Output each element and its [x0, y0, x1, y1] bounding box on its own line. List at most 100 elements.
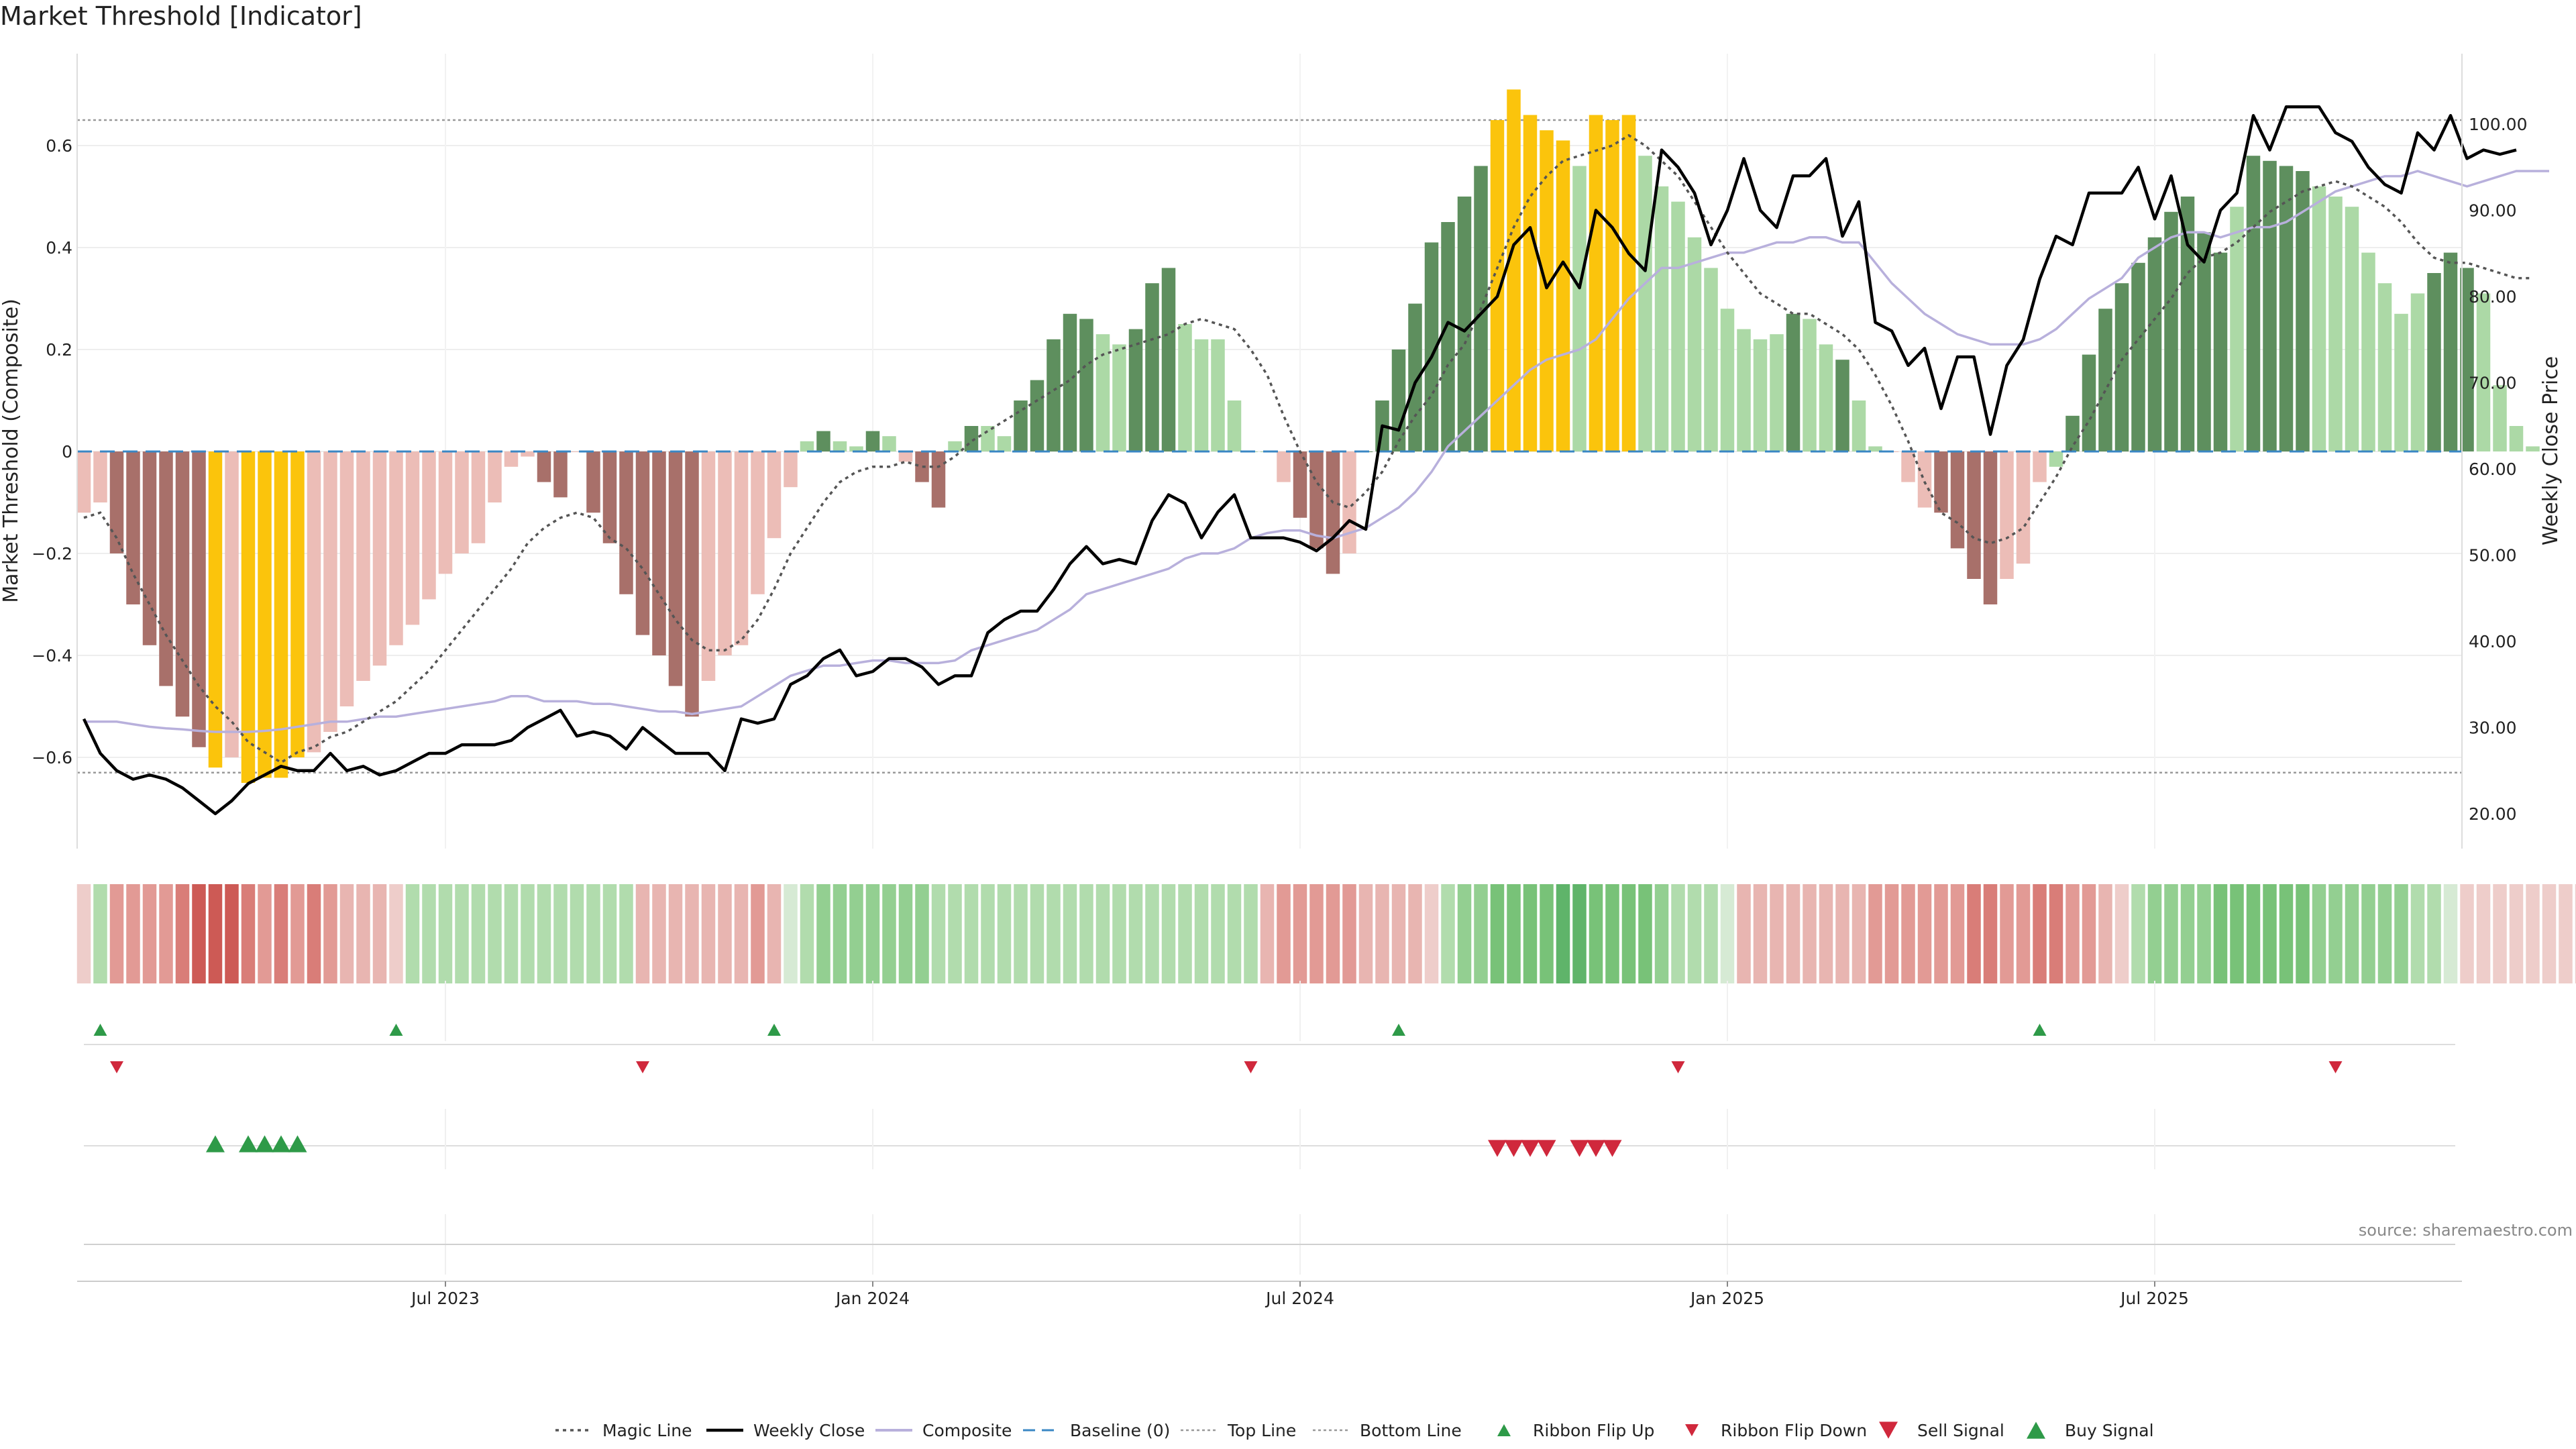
composite-bar [2147, 237, 2162, 451]
legend-label: Weekly Close [753, 1421, 865, 1440]
legend-label: Sell Signal [1917, 1421, 2004, 1440]
ribbon-cell [1375, 884, 1389, 983]
composite-bar [159, 451, 173, 686]
composite-bar [1737, 329, 1751, 451]
ribbon-cell [2575, 884, 2576, 983]
composite-bar [2394, 313, 2408, 451]
ribbon-cell [2361, 884, 2375, 983]
sell-signal-marker [1603, 1140, 1622, 1157]
composite-bar [471, 451, 486, 543]
x-tick-label: Jan 2025 [1689, 1289, 1764, 1308]
composite-bar [981, 426, 995, 451]
composite-bar [570, 451, 584, 452]
ribbon-cell [1391, 884, 1406, 983]
ribbon-cell [2460, 884, 2474, 983]
composite-bar [1917, 451, 1932, 508]
legend-label: Top Line [1227, 1421, 1296, 1440]
x-tick-label: Jan 2024 [835, 1289, 910, 1308]
ribbon-cell [521, 884, 535, 983]
ribbon-cell [1786, 884, 1801, 983]
composite-bar [438, 451, 453, 574]
ribbon-cell [109, 884, 124, 983]
composite-bar [931, 451, 946, 508]
composite-bar [1161, 268, 1176, 451]
composite-bar [1540, 130, 1554, 451]
composite-bar [1095, 334, 1110, 451]
composite-bar [1687, 237, 1702, 451]
composite-bar [192, 451, 206, 747]
buy-signal-marker [272, 1135, 290, 1152]
ribbon-flip-down-marker [2328, 1061, 2343, 1073]
ribbon-cell [784, 884, 798, 983]
composite-bar [1654, 186, 1669, 451]
composite-bar [816, 431, 830, 451]
composite-bar [553, 451, 568, 498]
ribbon-flip-up-marker [389, 1024, 403, 1036]
ribbon-cell [2098, 884, 2112, 983]
sell-signal-marker [1570, 1140, 1589, 1157]
ribbon-cell [1654, 884, 1669, 983]
composite-bar [1671, 201, 1685, 451]
ribbon-cell [274, 884, 288, 983]
ribbon-cell [1770, 884, 1784, 983]
ribbon-cell [1408, 884, 1422, 983]
composite-bar [1589, 115, 1603, 451]
ribbon-cell [1572, 884, 1587, 983]
composite-bar [685, 451, 699, 717]
composite-bar [2427, 273, 2441, 451]
ribbon-cell [1014, 884, 1028, 983]
composite-bar [652, 451, 666, 655]
composite-bar [2345, 207, 2359, 451]
composite-bar [76, 451, 91, 513]
sell-signal-marker [1504, 1140, 1523, 1157]
legend-swatch-up-triangle [1497, 1424, 1511, 1436]
composite-bar [898, 451, 913, 462]
ribbon-cell [2000, 884, 2014, 983]
ribbon-cell [2328, 884, 2343, 983]
composite-bar [784, 451, 798, 488]
ribbon-cell [290, 884, 305, 983]
composite-bar [2065, 415, 2080, 451]
composite-bar [521, 451, 535, 457]
composite-bar [109, 451, 124, 553]
legend-label: Composite [922, 1421, 1012, 1440]
legend: Magic Line Weekly Close Composite Baseline … [555, 1421, 2154, 1440]
ribbon-cell [1244, 884, 1258, 983]
ribbon-cell [241, 884, 256, 983]
y-left-axis-label: Market Threshold (Composite) [0, 299, 23, 603]
composite-bar [997, 436, 1012, 451]
composite-bar [1720, 309, 1735, 451]
ribbon-cell [865, 884, 880, 983]
composite-bar [1079, 319, 1093, 451]
composite-bar [1128, 329, 1143, 451]
ribbon-cell [1227, 884, 1242, 983]
ribbon-cell [1737, 884, 1751, 983]
ribbon-cell [1441, 884, 1455, 983]
composite-bar [849, 446, 863, 451]
ribbon-cell [1884, 884, 1899, 983]
ribbon-cell [619, 884, 633, 983]
ribbon-cell [800, 884, 814, 983]
y-left-tick-label: 0 [62, 442, 72, 462]
y-left-tick-label: 0.2 [46, 340, 72, 360]
buy-signal-marker [255, 1135, 274, 1152]
ribbon-cell [553, 884, 568, 983]
ribbon-flip-down-marker [1671, 1061, 1685, 1073]
ribbon-cell [1128, 884, 1143, 983]
ribbon-cell [931, 884, 946, 983]
ribbon-cell [2114, 884, 2129, 983]
ribbon-cell [948, 884, 962, 983]
legend-label: Ribbon Flip Down [1721, 1421, 1867, 1440]
ribbon-cell [1638, 884, 1652, 983]
composite-bar [1112, 344, 1126, 451]
ribbon-cell [1326, 884, 1340, 983]
ribbon-cell [2147, 884, 2162, 983]
ribbon-cell [2016, 884, 2031, 983]
composite-bar [1063, 313, 1077, 451]
ribbon-cell [1950, 884, 1965, 983]
ribbon-cell [2526, 884, 2540, 983]
composite-bar [1309, 451, 1324, 549]
composite-bar [1753, 339, 1768, 451]
composite-bar [865, 431, 880, 451]
composite-bar [1145, 283, 1159, 451]
